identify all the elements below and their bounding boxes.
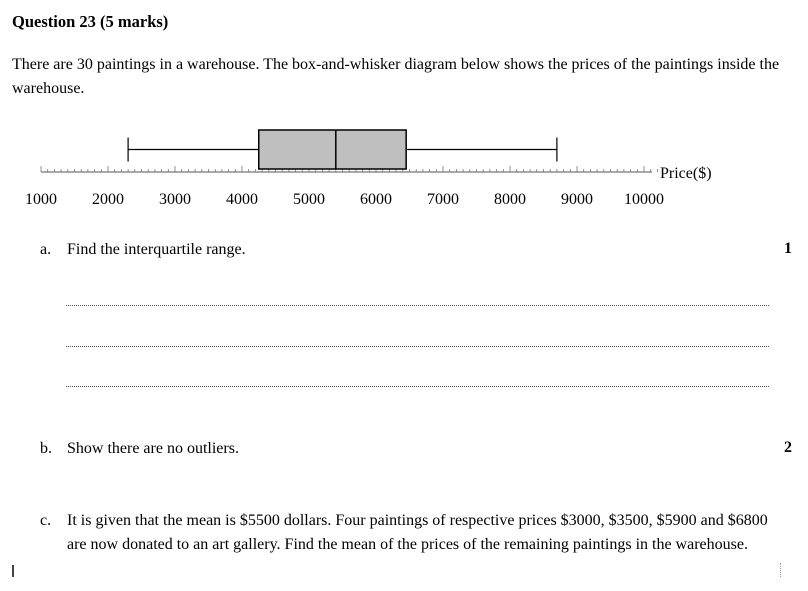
part-b-text: Show there are no outliers. (67, 440, 239, 457)
tick-label: 3000 (159, 191, 191, 208)
part-b-label: b. (40, 440, 52, 457)
tick-labels: 1000 2000 3000 4000 5000 6000 7000 8000 9000 1000… (25, 191, 664, 208)
tick-label: 5000 (293, 191, 325, 208)
box-whisker-plot: 1000 2000 3000 4000 5000 6000 7000 8000 9000 1000… (25, 129, 712, 208)
part-b-marks: 2 (784, 439, 792, 456)
part-c-text: It is given that the mean is $5500 dolla… (67, 512, 768, 553)
interquartile-box (258, 129, 407, 170)
tick-label: 9000 (561, 191, 593, 208)
axis-label-price: Price($) (660, 165, 712, 182)
part-a-label: a. (40, 241, 52, 258)
page-edge-mark-right (780, 563, 783, 577)
part-c: c. It is given that the mean is $5500 do… (40, 509, 785, 557)
answer-line-2[interactable] (66, 346, 769, 347)
question-stem: There are 30 paintings in a warehouse. T… (12, 56, 780, 97)
question-title: Question 23 (5 marks) (12, 12, 169, 31)
answer-line-1[interactable] (66, 305, 769, 306)
tick-label: 10000 (624, 191, 664, 208)
part-a-text: Find the interquartile range. (67, 241, 246, 258)
tick-label: 1000 (25, 191, 57, 208)
part-c-label: c. (40, 512, 52, 529)
tick-label: 6000 (360, 191, 392, 208)
tick-label: 8000 (494, 191, 526, 208)
tick-label: 7000 (427, 191, 459, 208)
box-and-whisker (127, 129, 558, 170)
part-a-marks: 1 (784, 240, 792, 257)
tick-label: 2000 (92, 191, 124, 208)
tick-label: 4000 (226, 191, 258, 208)
page-edge-mark (12, 565, 14, 577)
part-b: b. Show there are no outliers. (40, 437, 239, 461)
answer-line-3[interactable] (66, 386, 769, 387)
part-a: a. Find the interquartile range. (40, 238, 246, 262)
